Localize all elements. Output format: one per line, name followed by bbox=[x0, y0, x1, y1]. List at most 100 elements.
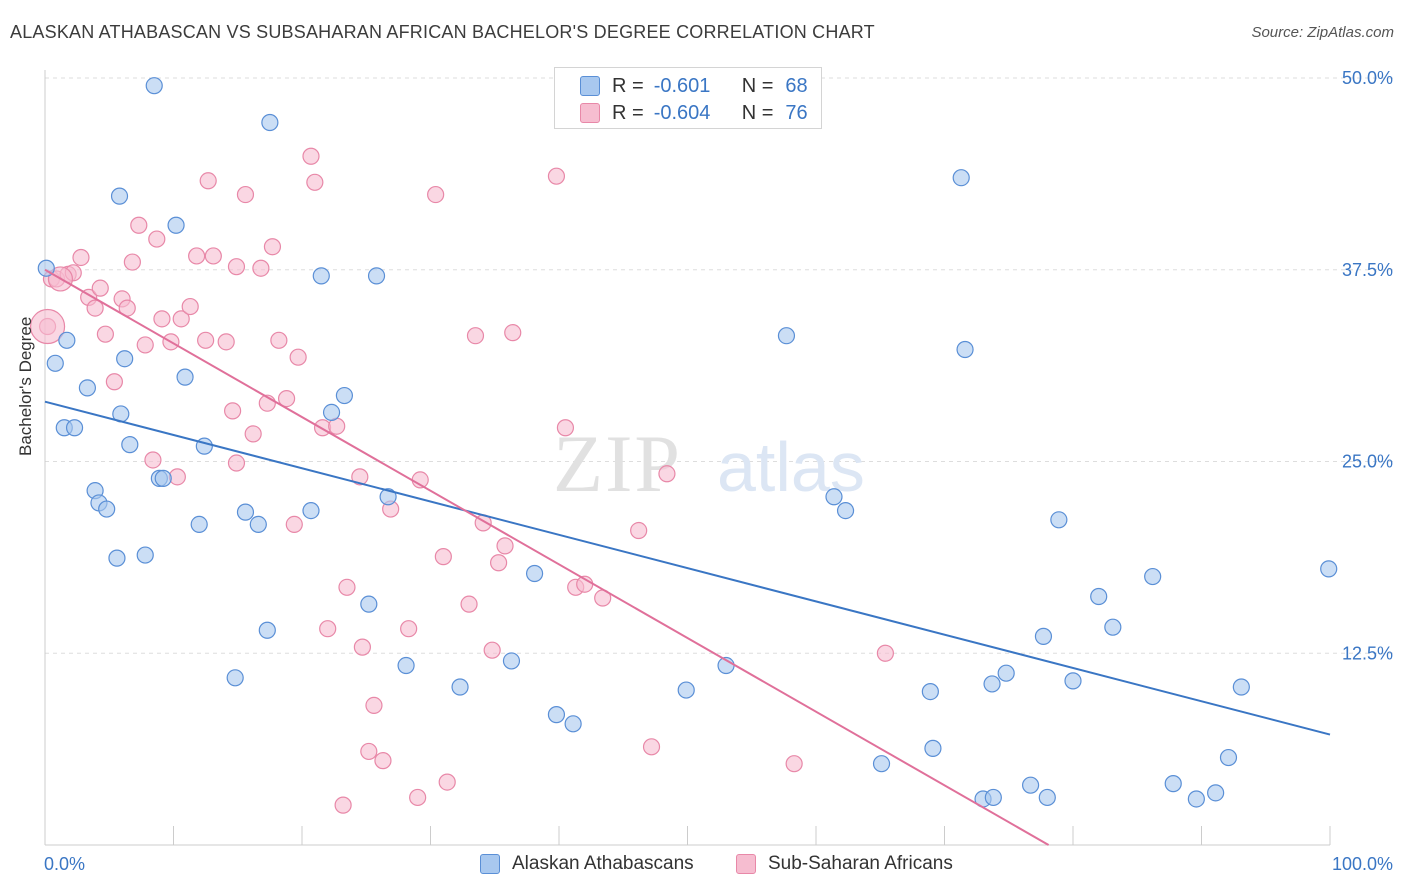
athabascan-point bbox=[547, 706, 566, 724]
subsaharan-point bbox=[490, 554, 508, 572]
athabascan-point bbox=[65, 419, 84, 437]
subsaharan-point bbox=[556, 419, 575, 437]
athabascan-point bbox=[312, 267, 330, 285]
athabascan-point bbox=[335, 386, 354, 405]
athabascan-point bbox=[322, 403, 341, 422]
athabascan-point bbox=[78, 379, 97, 397]
legend-swatch-pink bbox=[580, 103, 600, 123]
subsaharan-trend-line bbox=[44, 268, 1050, 846]
athabascan-point bbox=[1050, 511, 1068, 529]
athabascan-point bbox=[677, 681, 695, 699]
subsaharan-point bbox=[302, 147, 320, 165]
athabascan-point bbox=[258, 621, 276, 639]
subsaharan-point bbox=[483, 641, 501, 659]
watermark: ZIP atlas bbox=[553, 418, 865, 509]
subsaharan-point bbox=[460, 595, 478, 613]
athabascan-point bbox=[1104, 618, 1122, 636]
subsaharan-point bbox=[400, 620, 418, 638]
athabascan-point bbox=[302, 501, 320, 520]
athabascan-point bbox=[502, 652, 521, 670]
legend-n-value: 76 bbox=[785, 101, 808, 124]
athabascan-point bbox=[836, 501, 855, 520]
legend-r-label: R = bbox=[612, 74, 644, 97]
legend-n-label: N = bbox=[741, 101, 774, 124]
athabascan-point bbox=[1164, 775, 1182, 793]
legend-r-value: -0.604 bbox=[653, 101, 711, 124]
watermark-atlas: atlas bbox=[717, 428, 865, 506]
bottom-legend-athabascan: Alaskan Athabascans bbox=[480, 851, 694, 877]
legend-swatch-blue bbox=[580, 76, 600, 96]
athabascan-point bbox=[1320, 560, 1338, 578]
subsaharan-point bbox=[438, 773, 456, 791]
subsaharan-point bbox=[466, 327, 485, 345]
subsaharan-point bbox=[204, 247, 222, 265]
athabascan-point bbox=[58, 331, 76, 349]
athabascan-point bbox=[261, 113, 279, 132]
chart-title: ALASKAN ATHABASCAN VS SUBSAHARAN AFRICAN… bbox=[10, 22, 875, 42]
subsaharan-point bbox=[319, 620, 337, 638]
athabascan-point bbox=[1038, 788, 1056, 807]
subsaharan-point bbox=[236, 185, 255, 204]
subsaharan-point bbox=[351, 468, 369, 486]
trend-lines bbox=[44, 268, 1331, 846]
bottom-legend-swatch-pink bbox=[736, 854, 756, 874]
subsaharan-point bbox=[217, 333, 235, 351]
subsaharan-point bbox=[365, 696, 383, 715]
subsaharan-point bbox=[227, 454, 246, 472]
athabascan-point bbox=[360, 595, 378, 613]
athabascan-point bbox=[1034, 627, 1053, 645]
athabascan-point bbox=[451, 678, 469, 696]
subsaharan-point bbox=[72, 248, 90, 267]
subsaharan-point bbox=[168, 468, 186, 486]
athabascan-point bbox=[121, 436, 139, 454]
subsaharan-point bbox=[197, 331, 215, 349]
subsaharan-point bbox=[136, 336, 154, 354]
athabascan-point bbox=[249, 515, 267, 533]
subsaharan-point bbox=[434, 548, 452, 566]
athabascan-point bbox=[564, 715, 582, 733]
subsaharan-point bbox=[658, 465, 676, 483]
bottom-legend-label: Alaskan Athabascans bbox=[512, 853, 694, 874]
subsaharan-point bbox=[188, 247, 206, 265]
athabascan-point bbox=[997, 664, 1015, 682]
subsaharan-point bbox=[374, 752, 392, 770]
legend-n-label: N = bbox=[741, 74, 774, 97]
athabascan-point bbox=[777, 327, 796, 345]
athabascan-point bbox=[236, 503, 255, 521]
subsaharan-point bbox=[181, 297, 199, 316]
subsaharan-point bbox=[334, 796, 352, 814]
subsaharan-point bbox=[642, 738, 661, 756]
x-tick-label: 100.0% bbox=[1332, 854, 1393, 874]
subsaharan-point bbox=[630, 521, 648, 540]
legend-r-label: R = bbox=[612, 101, 644, 124]
subsaharan-point bbox=[91, 279, 109, 297]
y-tick-label: 50.0% bbox=[1342, 68, 1393, 88]
athabascan-point bbox=[1021, 776, 1040, 794]
subsaharan-point bbox=[105, 373, 123, 391]
athabascan-point bbox=[1219, 748, 1238, 767]
subsaharan-point bbox=[227, 258, 246, 276]
watermark-zip: ZIP bbox=[553, 418, 682, 509]
correlation-legend: R = -0.601 N = 68 R = -0.604 N = 76 bbox=[554, 67, 822, 129]
subsaharan-point bbox=[148, 230, 166, 248]
subsaharan-point bbox=[224, 402, 242, 420]
subsaharan-point bbox=[289, 348, 307, 366]
athabascan-point bbox=[872, 755, 891, 773]
subsaharan-point bbox=[504, 324, 522, 342]
subsaharan-point bbox=[123, 253, 141, 271]
athabascan-point bbox=[46, 354, 64, 372]
athabascan-point bbox=[136, 546, 154, 564]
athabascan-point bbox=[397, 656, 415, 675]
subsaharan-point bbox=[409, 788, 427, 807]
subsaharan-point bbox=[144, 451, 162, 469]
axes bbox=[44, 70, 1331, 846]
athabascan-point bbox=[176, 368, 194, 386]
subsaharan-point bbox=[306, 173, 324, 191]
subsaharan-point bbox=[270, 331, 288, 349]
subsaharan-point bbox=[199, 172, 217, 190]
subsaharan-point bbox=[244, 425, 262, 443]
subsaharan-point bbox=[252, 259, 270, 277]
athabascan-point bbox=[98, 500, 116, 518]
athabascan-point bbox=[108, 549, 126, 567]
